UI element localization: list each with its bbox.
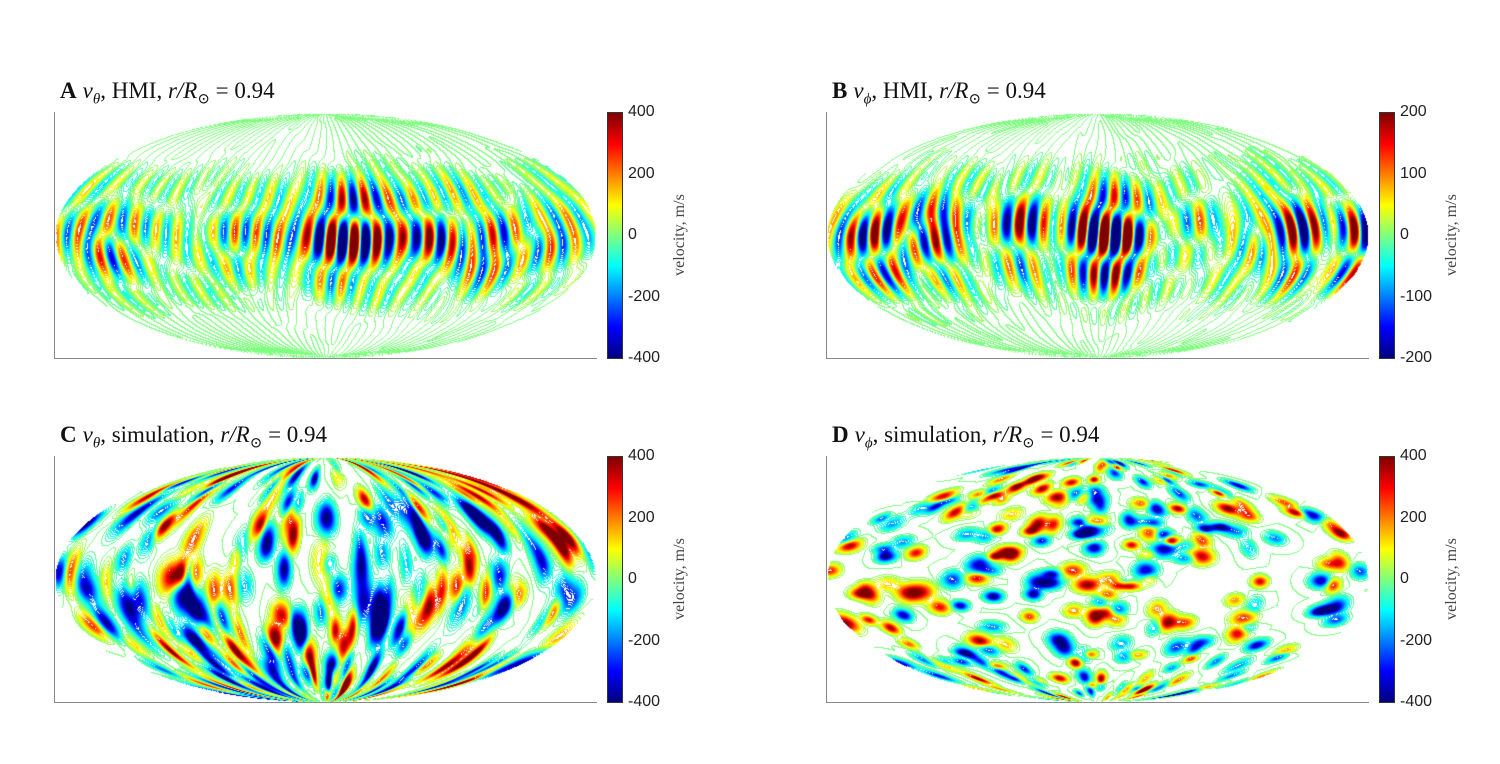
mollweide-map <box>54 456 597 703</box>
variable-subscript: θ <box>92 435 101 452</box>
radius-label: r/R <box>220 422 250 447</box>
variable-subscript: θ <box>92 91 101 108</box>
radius-label: r/R <box>939 78 969 103</box>
colorbar-tick-label: 0 <box>628 226 637 243</box>
colorbar-label: velocity, m/s <box>671 194 688 276</box>
colorbar <box>1379 112 1395 359</box>
sun-symbol: ⊙ <box>1022 435 1035 452</box>
mollweide-map <box>826 112 1369 359</box>
sun-symbol: ⊙ <box>249 435 263 452</box>
variable: v <box>82 422 93 447</box>
variable-subscript: ϕ <box>864 435 873 452</box>
colorbar <box>607 456 623 703</box>
colorbar-tick-label: -400 <box>628 693 661 710</box>
sun-symbol: ⊙ <box>968 91 982 108</box>
colorbar-tick-label: 400 <box>628 103 655 120</box>
colorbar-tick-label: -200 <box>1400 349 1433 366</box>
colorbar-tick-label: 200 <box>628 164 655 182</box>
radius-value: = 0.94 <box>1034 422 1100 447</box>
colorbar-tick-label: -400 <box>628 349 661 366</box>
colorbar <box>1379 456 1395 703</box>
data-source: , simulation, <box>872 422 993 447</box>
mollweide-map <box>826 456 1369 703</box>
colorbar-tick-label: -200 <box>628 287 661 305</box>
radius-value: = 0.94 <box>209 78 275 103</box>
colorbar-tick-label: -400 <box>1400 693 1433 710</box>
colorbar <box>607 112 623 359</box>
data-source: , HMI, <box>871 78 940 103</box>
colorbar-tick-label: 0 <box>628 570 637 587</box>
variable: v <box>853 78 864 103</box>
panel-letter: D <box>832 422 849 447</box>
colorbar-tick-label: 0 <box>1400 570 1409 587</box>
radius-label: r/R <box>167 78 198 103</box>
colorbar-tick-label: -100 <box>1400 287 1433 305</box>
colorbar-tick-label: 0 <box>1400 226 1409 243</box>
mollweide-map <box>54 112 597 359</box>
panel-letter: C <box>60 422 77 447</box>
colorbar-tick-label: 400 <box>628 447 655 464</box>
colorbar-tick-label: -200 <box>1400 631 1433 649</box>
colorbar-tick-label: 200 <box>1400 103 1427 120</box>
panel-letter: B <box>832 78 848 103</box>
colorbar-tick-label: 400 <box>1400 447 1427 464</box>
sun-symbol: ⊙ <box>197 91 210 108</box>
colorbar-tick-label: 200 <box>628 508 655 526</box>
variable: v <box>82 78 93 103</box>
radius-value: = 0.94 <box>262 422 328 447</box>
colorbar-label: velocity, m/s <box>1443 194 1460 276</box>
radius-value: = 0.94 <box>981 78 1046 103</box>
colorbar-tick-label: 100 <box>1400 164 1427 182</box>
variable-subscript: ϕ <box>863 91 872 108</box>
data-source: , simulation, <box>100 422 221 447</box>
radius-label: r/R <box>992 422 1023 447</box>
colorbar-tick-label: 200 <box>1400 508 1427 526</box>
data-source: , HMI, <box>100 78 168 103</box>
variable: v <box>854 422 865 447</box>
colorbar-tick-label: -200 <box>628 631 661 649</box>
colorbar-label: velocity, m/s <box>1443 538 1460 620</box>
panel-letter: A <box>60 78 77 103</box>
colorbar-label: velocity, m/s <box>671 538 688 620</box>
